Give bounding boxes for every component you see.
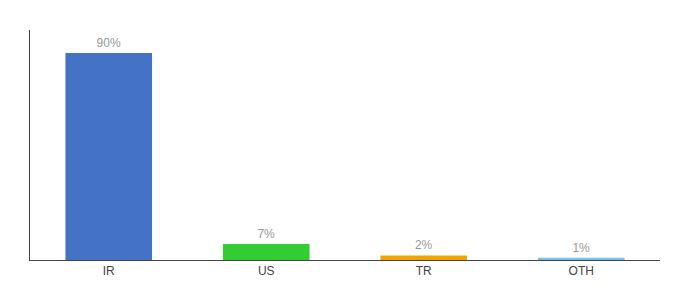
svg-text:1%: 1%	[572, 241, 590, 255]
svg-text:2%: 2%	[415, 238, 433, 252]
svg-text:IR: IR	[103, 264, 115, 278]
svg-text:7%: 7%	[257, 227, 275, 241]
svg-text:OTH: OTH	[569, 264, 594, 278]
svg-text:US: US	[258, 264, 275, 278]
svg-text:90%: 90%	[97, 36, 121, 50]
svg-text:TR: TR	[416, 264, 432, 278]
